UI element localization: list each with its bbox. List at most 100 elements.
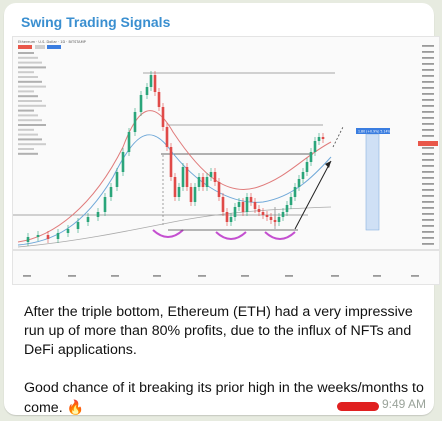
price-tick-label xyxy=(422,219,434,221)
candle-body xyxy=(229,217,233,222)
price-tick-label xyxy=(422,159,434,161)
price-tick-label xyxy=(422,195,434,197)
price-tick-label xyxy=(422,153,434,155)
price-tick-label xyxy=(422,57,434,59)
price-tick-label xyxy=(422,213,434,215)
price-tick-label xyxy=(422,123,434,125)
price-tick-label xyxy=(422,207,434,209)
candle-body xyxy=(225,212,229,222)
candle-body xyxy=(26,237,30,242)
candle-body xyxy=(149,75,153,87)
candle-body xyxy=(309,152,313,162)
candle-body xyxy=(169,147,173,177)
target-badge-label: 1.80 (+0.9%) 5.14% xyxy=(358,130,391,134)
price-tick-label xyxy=(422,243,434,245)
legend-row xyxy=(18,95,38,98)
legend-row xyxy=(18,119,42,122)
bottom-arc-1 xyxy=(152,229,184,238)
candle-body xyxy=(36,235,40,237)
price-tick-label xyxy=(422,117,434,119)
time-tick-label xyxy=(373,275,381,277)
legend-row xyxy=(18,61,42,64)
candle-body xyxy=(285,205,289,212)
candle-body xyxy=(56,233,60,239)
time-tick-label xyxy=(198,275,206,277)
candle-body xyxy=(269,217,273,220)
candle-body xyxy=(289,197,293,205)
time-tick-label xyxy=(285,275,293,277)
price-tick-label xyxy=(422,183,434,185)
legend-row xyxy=(18,124,46,126)
candle-body xyxy=(66,229,70,233)
target-badge[interactable] xyxy=(356,128,390,134)
price-tick-label xyxy=(422,93,434,95)
current-price-tag xyxy=(418,141,438,146)
bottom-arc-3 xyxy=(264,231,296,240)
buy-button[interactable] xyxy=(47,45,61,49)
target-range-box xyxy=(365,133,380,231)
time-tick-label xyxy=(23,275,31,277)
candle-body xyxy=(217,182,221,197)
candle-body xyxy=(273,220,277,222)
legend-row xyxy=(18,109,34,112)
price-tick-label xyxy=(422,81,434,83)
time-tick-label xyxy=(331,275,339,277)
fire-emoji-icon: 🔥 xyxy=(66,399,85,415)
legend-row xyxy=(18,128,34,131)
candle-body xyxy=(257,209,261,212)
price-tick-label xyxy=(422,231,434,233)
candle-body xyxy=(96,212,100,217)
candle-body xyxy=(293,187,297,197)
sell-button[interactable] xyxy=(18,45,32,49)
candle-body xyxy=(237,202,241,207)
time-tick-label xyxy=(241,275,249,277)
candle-body xyxy=(46,235,50,239)
price-tick-label xyxy=(422,201,434,203)
channel-name[interactable]: Swing Trading Signals xyxy=(21,14,171,30)
chart-screenshot[interactable]: Ethereum · U.S. Dollar · 1D · BITSTAMP xyxy=(12,36,440,285)
price-tick-label xyxy=(422,45,434,47)
trend-arrow xyxy=(294,160,332,230)
candle-body xyxy=(153,75,157,92)
message-paragraph-1: After the triple bottom, Ethereum (ETH) … xyxy=(24,304,413,358)
legend-row xyxy=(18,152,38,155)
candle-body xyxy=(313,141,317,152)
price-tick-label xyxy=(422,105,434,107)
candle-body xyxy=(145,87,149,95)
legend-row xyxy=(18,148,34,150)
candle-body xyxy=(209,172,213,177)
price-tick-label xyxy=(422,75,434,77)
moving-average-long xyxy=(17,206,332,248)
candle-body xyxy=(139,95,143,112)
candle-body xyxy=(281,212,285,217)
message-paragraph-2-text: Good chance of it breaking its prior hig… xyxy=(24,380,424,416)
candle-body xyxy=(121,152,125,172)
candle-body xyxy=(233,207,237,217)
candle-body xyxy=(197,177,201,187)
candle-body xyxy=(249,197,253,202)
price-tick-label xyxy=(422,237,434,239)
time-tick-label xyxy=(411,275,419,277)
price-chart: Ethereum · U.S. Dollar · 1D · BITSTAMP xyxy=(13,40,439,277)
chart-header: Ethereum · U.S. Dollar · 1D · BITSTAMP xyxy=(18,40,86,44)
candle-body xyxy=(201,177,205,187)
legend-row xyxy=(18,138,42,141)
price-tick-label xyxy=(422,111,434,113)
price-tick-label xyxy=(422,147,434,149)
legend-row xyxy=(18,80,42,83)
candle-body xyxy=(301,172,305,179)
legend-row xyxy=(18,66,46,69)
legend-row xyxy=(18,100,42,102)
price-tick-label xyxy=(422,69,434,71)
price-axis xyxy=(422,45,434,245)
candle-body xyxy=(127,132,131,152)
candle-body xyxy=(185,167,189,187)
price-tick-label xyxy=(422,165,434,167)
price-tick-label xyxy=(422,171,434,173)
message-bubble: Swing Trading Signals Ethereum · U.S. Do… xyxy=(4,3,440,416)
price-tick-label xyxy=(422,51,434,53)
candle-body xyxy=(245,197,249,212)
legend-row xyxy=(18,90,34,93)
candlesticks xyxy=(26,71,325,246)
candle-body xyxy=(305,162,309,172)
